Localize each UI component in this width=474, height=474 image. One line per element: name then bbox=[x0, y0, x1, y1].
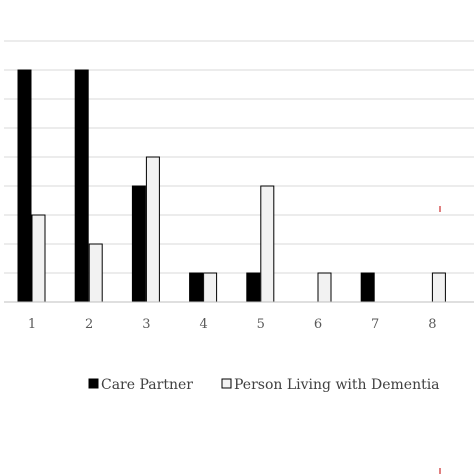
legend-label-person-living-with-dementia: Person Living with Dementia bbox=[234, 377, 440, 393]
x-tick-label-1: 1 bbox=[28, 317, 36, 332]
x-tick-label-6: 6 bbox=[314, 317, 322, 332]
x-tick-label-2: 2 bbox=[85, 317, 93, 332]
x-tick-labels: 1 2 3 4 5 6 7 8 bbox=[28, 317, 437, 332]
bar-person-living-with-dementia-8 bbox=[431, 272, 446, 303]
legend-label-care-partner: Care Partner bbox=[101, 377, 193, 393]
x-tick-label-3: 3 bbox=[142, 317, 150, 332]
legend-swatch-care-partner bbox=[88, 378, 99, 389]
bar-care-partner-7 bbox=[360, 272, 375, 303]
bar-care-partner-2 bbox=[74, 69, 89, 303]
bar-person-living-with-dementia-3 bbox=[145, 156, 160, 303]
bar-care-partner-1 bbox=[17, 69, 32, 303]
x-tick-label-7: 7 bbox=[371, 317, 379, 332]
x-tick-label-5: 5 bbox=[257, 317, 265, 332]
x-tick-label-4: 4 bbox=[199, 317, 207, 332]
bar-person-living-with-dementia-1 bbox=[31, 214, 46, 303]
bar-person-living-with-dementia-4 bbox=[203, 272, 218, 303]
bar-person-living-with-dementia-5 bbox=[260, 185, 275, 303]
bar-care-partner-3 bbox=[131, 185, 146, 303]
bar-care-partner-4 bbox=[189, 272, 204, 303]
bar-care-partner-5 bbox=[246, 272, 261, 303]
legend-swatch-person-living-with-dementia bbox=[221, 378, 232, 389]
legend: Care Partner Person Living with Dementia bbox=[88, 377, 440, 393]
bar-person-living-with-dementia-6 bbox=[317, 272, 332, 303]
gridlines bbox=[4, 40, 474, 274]
bar-person-living-with-dementia-2 bbox=[88, 243, 103, 303]
x-tick-label-8: 8 bbox=[428, 317, 436, 332]
